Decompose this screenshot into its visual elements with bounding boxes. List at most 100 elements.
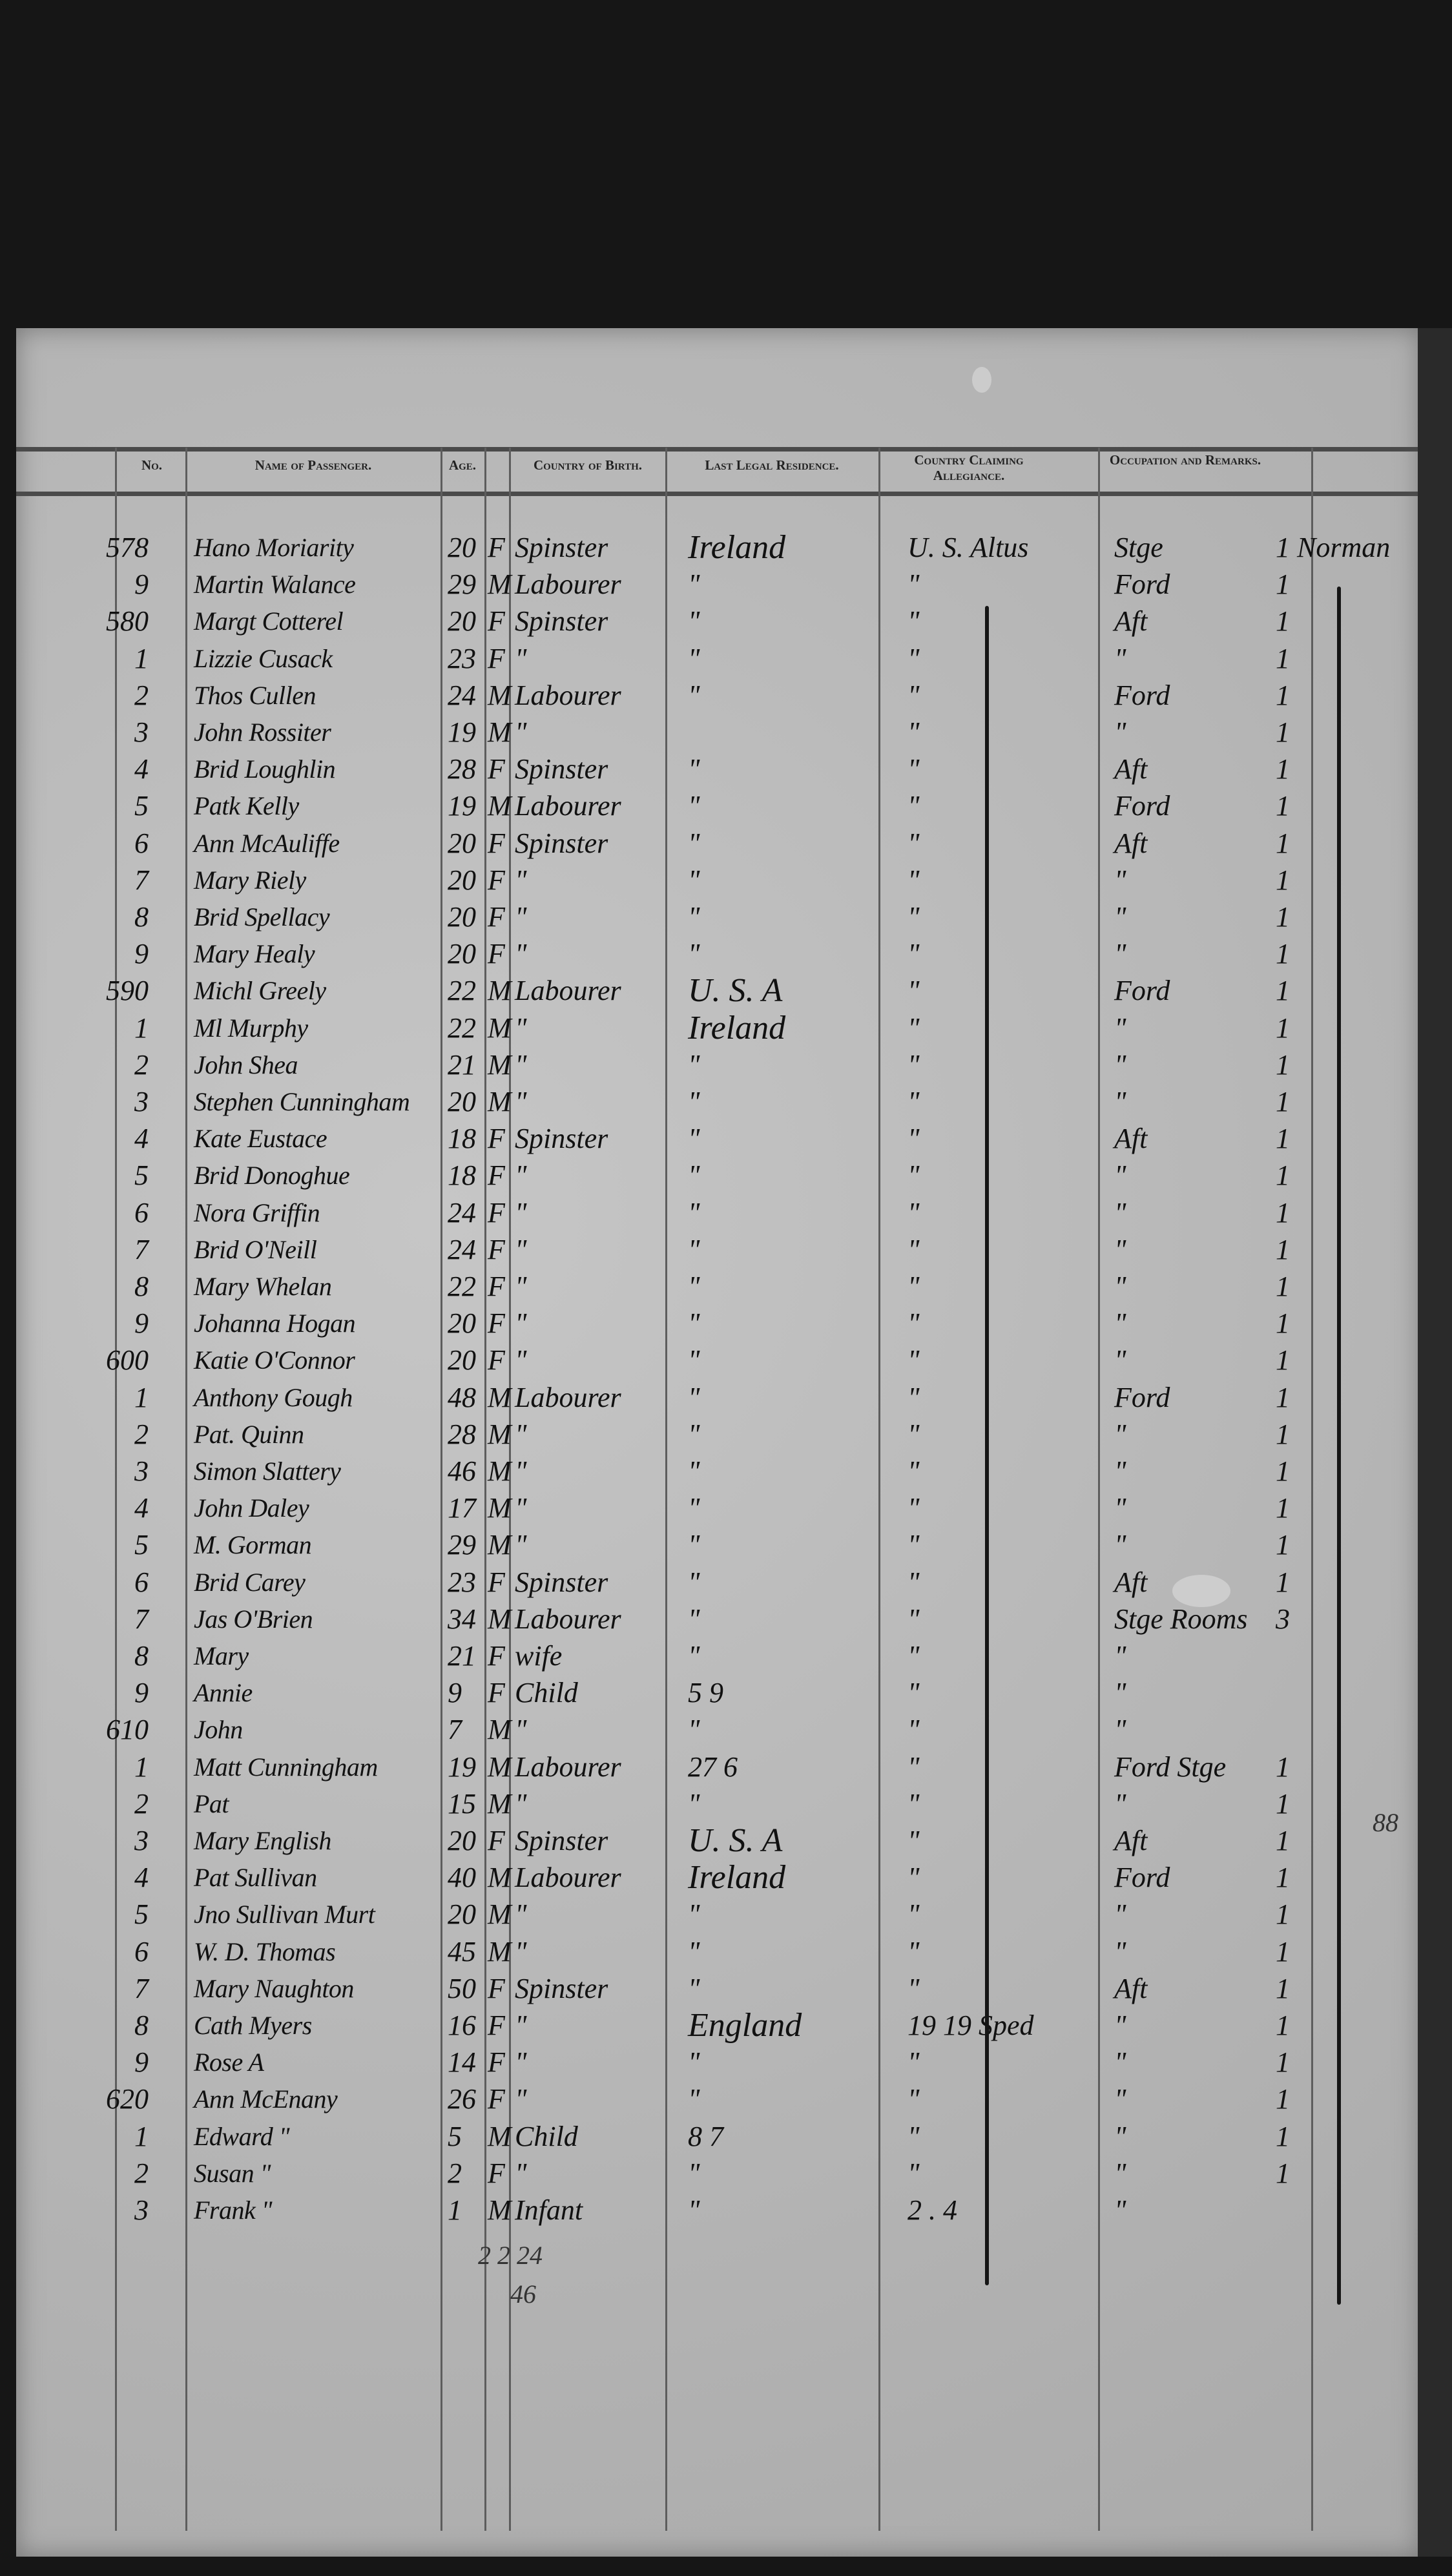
row-res: 27 6 (688, 1750, 738, 1783)
row-occ: " (515, 1935, 527, 1968)
row-sex: M (488, 1086, 512, 1117)
row-occ: Spinster (515, 1123, 608, 1155)
row-no: 580 (106, 605, 149, 638)
row-last: 1 (1276, 1787, 1290, 1820)
manifest-page: No. Name of Passenger. Age. Country of B… (16, 328, 1421, 2557)
row-rem: Aft (1114, 753, 1148, 785)
row-res: " (688, 1418, 700, 1450)
row-rem: " (1114, 901, 1126, 933)
row-name: Anthony Gough (194, 1382, 353, 1412)
row-age: 19 (448, 716, 476, 748)
row-res: " (688, 2157, 700, 2189)
row-occ: " (515, 1455, 527, 1487)
row-name: John Shea (194, 1050, 298, 1079)
row-sex: M (488, 1898, 512, 1931)
row-claim: " (908, 1123, 920, 1155)
row-rem: " (1114, 1714, 1126, 1746)
row-res: " (688, 901, 700, 933)
row-occ: " (515, 1196, 527, 1229)
row-rem: " (1114, 1048, 1126, 1081)
row-claim: " (908, 753, 920, 785)
row-no: 600 (106, 1344, 149, 1376)
row-occ: " (515, 716, 527, 748)
row-last: 1 (1276, 716, 1290, 748)
row-res: U. S. A (688, 1822, 783, 1859)
row-no: 4 (134, 753, 149, 785)
row-res: " (688, 827, 700, 859)
row-age: 19 (448, 790, 476, 822)
row-rem: " (1114, 2083, 1126, 2115)
row-age: 21 (448, 1640, 476, 1672)
row-sex: F (488, 1677, 505, 1709)
row-rem: " (1114, 2157, 1126, 2189)
row-last: 1 (1276, 2046, 1290, 2079)
row-rem: " (1114, 2194, 1126, 2226)
row-name: Mary Naughton (194, 1973, 354, 2003)
row-no: 5 (134, 1159, 149, 1192)
row-no: 1 (134, 642, 149, 674)
row-claim: " (908, 2120, 920, 2152)
row-age: 29 (448, 568, 476, 601)
header-top-rule (16, 447, 1421, 452)
row-rem: Ford (1114, 975, 1170, 1007)
row-rem: " (1114, 1492, 1126, 1524)
age-subtotal: 2 2 24 (478, 2241, 543, 2270)
row-claim: " (908, 1566, 920, 1598)
row-occ: " (515, 2083, 527, 2115)
row-no: 2 (134, 1048, 149, 1081)
row-rem: Ford (1114, 679, 1170, 711)
row-claim: " (908, 2157, 920, 2189)
row-sex: F (488, 1972, 505, 2004)
row-last: 1 (1276, 938, 1290, 970)
row-claim: " (908, 1492, 920, 1524)
row-age: 20 (448, 1825, 476, 1856)
row-sex: M (488, 679, 512, 711)
row-no: 4 (134, 1492, 149, 1524)
row-rem: " (1114, 1455, 1126, 1487)
row-sex: F (488, 1196, 505, 1229)
row-no: 5 (134, 790, 149, 822)
row-last: 1 (1276, 1935, 1290, 1968)
row-age: 20 (448, 864, 476, 896)
row-claim: " (908, 1455, 920, 1487)
row-name: Simon Slattery (194, 1457, 341, 1486)
row-res: " (688, 864, 700, 896)
row-rem: " (1114, 1529, 1126, 1561)
row-occ: Labourer (515, 568, 621, 601)
row-name: W. D. Thomas (194, 1937, 336, 1966)
column-rule (115, 448, 117, 2531)
row-age: 26 (448, 2083, 476, 2115)
row-name: Frank " (194, 2196, 273, 2225)
row-rem: " (1114, 1787, 1126, 1820)
row-name: John Rossiter (194, 718, 331, 747)
column-rule (509, 448, 511, 2531)
row-age: 45 (448, 1935, 476, 1968)
row-rem: " (1114, 1677, 1126, 1709)
row-last: 1 (1276, 1862, 1290, 1894)
row-no: 9 (134, 1307, 149, 1340)
row-last: 1 (1276, 901, 1290, 933)
row-res: " (688, 642, 700, 674)
row-res: " (688, 2194, 700, 2226)
row-sex: M (488, 1750, 512, 1783)
row-occ: Labourer (515, 1381, 621, 1413)
row-res: 8 7 (688, 2120, 723, 2152)
row-res: " (688, 1714, 700, 1746)
row-no: 3 (134, 2194, 149, 2226)
row-occ: " (515, 1271, 527, 1302)
row-rem: Ford Stge (1114, 1750, 1227, 1783)
row-rem: Stge Rooms (1114, 1603, 1248, 1635)
row-no: 7 (134, 864, 149, 896)
row-claim: " (908, 642, 920, 674)
row-sex: F (488, 2083, 505, 2115)
row-name: John (194, 1715, 243, 1745)
row-sex: M (488, 2194, 512, 2226)
column-rule (484, 448, 486, 2531)
row-res: " (688, 1381, 700, 1413)
row-sex: F (488, 1566, 505, 1598)
row-last: 1 (1276, 1529, 1290, 1561)
row-name: John Daley (194, 1493, 309, 1523)
row-sex: F (488, 938, 505, 970)
row-name: Jno Sullivan Murt (194, 1900, 375, 1929)
row-age: 23 (448, 642, 476, 674)
